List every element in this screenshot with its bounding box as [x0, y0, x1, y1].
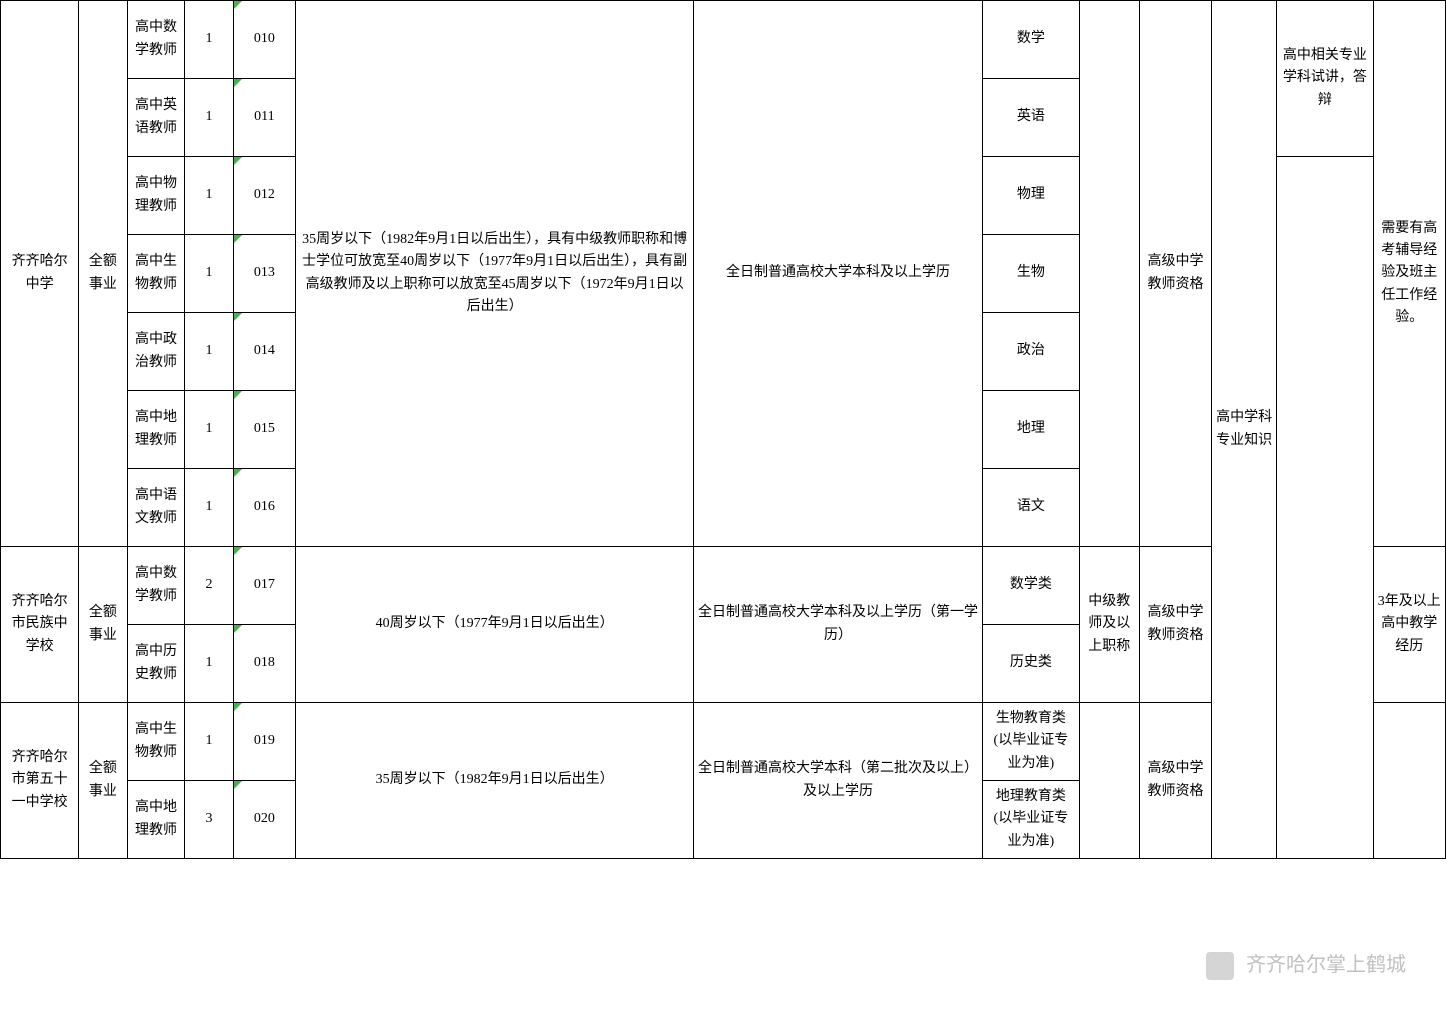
position-title: 高中生物教师: [127, 703, 185, 781]
extra-req: 中级教师及以上职称: [1079, 547, 1139, 703]
subject: 生物: [983, 235, 1079, 313]
recruitment-table: 齐齐哈尔中学 全额事业 高中数学教师 1 010 35周岁以下（1982年9月1…: [0, 0, 1446, 859]
position-count: 1: [185, 1, 233, 79]
age-requirement: 40周岁以下（1977年9月1日以后出生）: [296, 547, 694, 703]
subject: 语文: [983, 469, 1079, 547]
position-count: 1: [185, 625, 233, 703]
table-row: 齐齐哈尔中学 全额事业 高中数学教师 1 010 35周岁以下（1982年9月1…: [1, 1, 1446, 79]
org-type: 全额事业: [79, 1, 127, 547]
note-right: 需要有高考辅导经验及班主任工作经验。: [1373, 1, 1445, 547]
subject: 生物教育类(以毕业证专业为准): [983, 703, 1079, 781]
subject: 英语: [983, 79, 1079, 157]
school-name: 齐齐哈尔市民族中学校: [1, 547, 79, 703]
subject: 历史类: [983, 625, 1079, 703]
position-count: 1: [185, 79, 233, 157]
note-top-empty: [1277, 157, 1373, 859]
cert-requirement: 高级中学教师资格: [1139, 1, 1211, 547]
cert-requirement: 高级中学教师资格: [1139, 703, 1211, 859]
position-code: 012: [233, 157, 296, 235]
edu-requirement: 全日制普通高校大学本科及以上学历（第一学历）: [693, 547, 982, 703]
position-count: 3: [185, 781, 233, 859]
note-top: 高中相关专业学科试讲，答辩: [1277, 1, 1373, 157]
position-code: 018: [233, 625, 296, 703]
school-name: 齐齐哈尔中学: [1, 1, 79, 547]
position-title: 高中政治教师: [127, 313, 185, 391]
extra-cell: [1079, 1, 1139, 547]
position-code: 013: [233, 235, 296, 313]
position-code: 011: [233, 79, 296, 157]
note-right: 3年及以上高中教学经历: [1373, 547, 1445, 703]
position-count: 1: [185, 391, 233, 469]
position-title: 高中历史教师: [127, 625, 185, 703]
position-title: 高中物理教师: [127, 157, 185, 235]
position-title: 高中地理教师: [127, 391, 185, 469]
position-code: 019: [233, 703, 296, 781]
position-count: 1: [185, 703, 233, 781]
position-code: 014: [233, 313, 296, 391]
subject: 物理: [983, 157, 1079, 235]
edu-requirement: 全日制普通高校大学本科及以上学历: [693, 1, 982, 547]
position-count: 1: [185, 157, 233, 235]
position-count: 2: [185, 547, 233, 625]
age-requirement: 35周岁以下（1982年9月1日以后出生），具有中级教师职称和博士学位可放宽至4…: [296, 1, 694, 547]
watermark-text: 齐齐哈尔掌上鹤城: [1246, 954, 1406, 976]
org-type: 全额事业: [79, 547, 127, 703]
position-code: 010: [233, 1, 296, 79]
subject: 政治: [983, 313, 1079, 391]
age-requirement: 35周岁以下（1982年9月1日以后出生）: [296, 703, 694, 859]
org-type: 全额事业: [79, 703, 127, 859]
position-code: 016: [233, 469, 296, 547]
position-title: 高中地理教师: [127, 781, 185, 859]
position-count: 1: [185, 313, 233, 391]
position-count: 1: [185, 235, 233, 313]
position-code: 017: [233, 547, 296, 625]
school-name: 齐齐哈尔市第五十一中学校: [1, 703, 79, 859]
position-title: 高中生物教师: [127, 235, 185, 313]
watermark: 齐齐哈尔掌上鹤城: [1206, 948, 1406, 980]
position-count: 1: [185, 469, 233, 547]
position-title: 高中语文教师: [127, 469, 185, 547]
edu-requirement: 全日制普通高校大学本科（第二批次及以上）及以上学历: [693, 703, 982, 859]
position-title: 高中数学教师: [127, 1, 185, 79]
side-note: 高中学科专业知识: [1212, 1, 1277, 859]
note-right: [1373, 703, 1445, 859]
wechat-icon: [1206, 952, 1234, 980]
subject: 地理教育类(以毕业证专业为准): [983, 781, 1079, 859]
extra-cell: [1079, 703, 1139, 859]
position-code: 020: [233, 781, 296, 859]
subject: 数学: [983, 1, 1079, 79]
position-title: 高中英语教师: [127, 79, 185, 157]
subject: 数学类: [983, 547, 1079, 625]
subject: 地理: [983, 391, 1079, 469]
position-code: 015: [233, 391, 296, 469]
position-title: 高中数学教师: [127, 547, 185, 625]
cert-requirement: 高级中学教师资格: [1139, 547, 1211, 703]
